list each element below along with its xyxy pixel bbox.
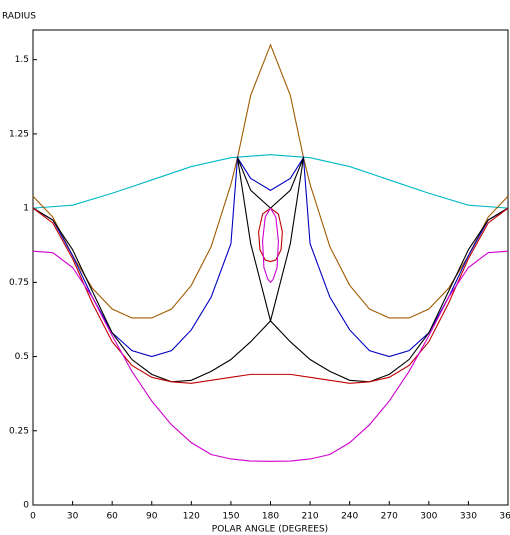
curve bbox=[258, 207, 283, 263]
y-axis-label: RADIUS bbox=[2, 12, 36, 22]
x-tick-label: 330 bbox=[460, 512, 477, 522]
x-tick-label: 210 bbox=[301, 512, 318, 522]
x-tick-label: 120 bbox=[183, 512, 200, 522]
x-tick-label: 150 bbox=[222, 512, 239, 522]
x-tick-label: 30 bbox=[67, 512, 79, 522]
y-tick-label: 0.75 bbox=[9, 278, 29, 288]
curve bbox=[32, 43, 509, 319]
x-tick-label: 270 bbox=[381, 512, 398, 522]
y-tick-label: 1.5 bbox=[15, 55, 29, 65]
curve bbox=[32, 154, 509, 209]
plot-frame bbox=[32, 29, 509, 506]
curve bbox=[32, 207, 509, 384]
y-tick-label: 0 bbox=[23, 501, 29, 511]
curve bbox=[32, 157, 509, 383]
x-tick-label: 60 bbox=[106, 512, 118, 522]
x-tick-label: 300 bbox=[420, 512, 437, 522]
curve bbox=[262, 207, 279, 284]
x-tick-label: 0 bbox=[30, 512, 36, 522]
y-tick-label: 0.5 bbox=[15, 352, 29, 362]
x-tick-label: 90 bbox=[146, 512, 158, 522]
y-tick-label: 1 bbox=[23, 204, 29, 214]
curve bbox=[32, 250, 509, 462]
y-tick-label: 1.25 bbox=[9, 129, 29, 139]
x-axis-label: POLAR ANGLE (DEGREES) bbox=[212, 525, 328, 535]
x-tick-label: 360 bbox=[499, 512, 510, 522]
curve bbox=[32, 155, 509, 358]
x-tick-label: 240 bbox=[341, 512, 358, 522]
x-tick-label: 180 bbox=[262, 512, 279, 522]
y-tick-label: 0.25 bbox=[9, 426, 29, 436]
